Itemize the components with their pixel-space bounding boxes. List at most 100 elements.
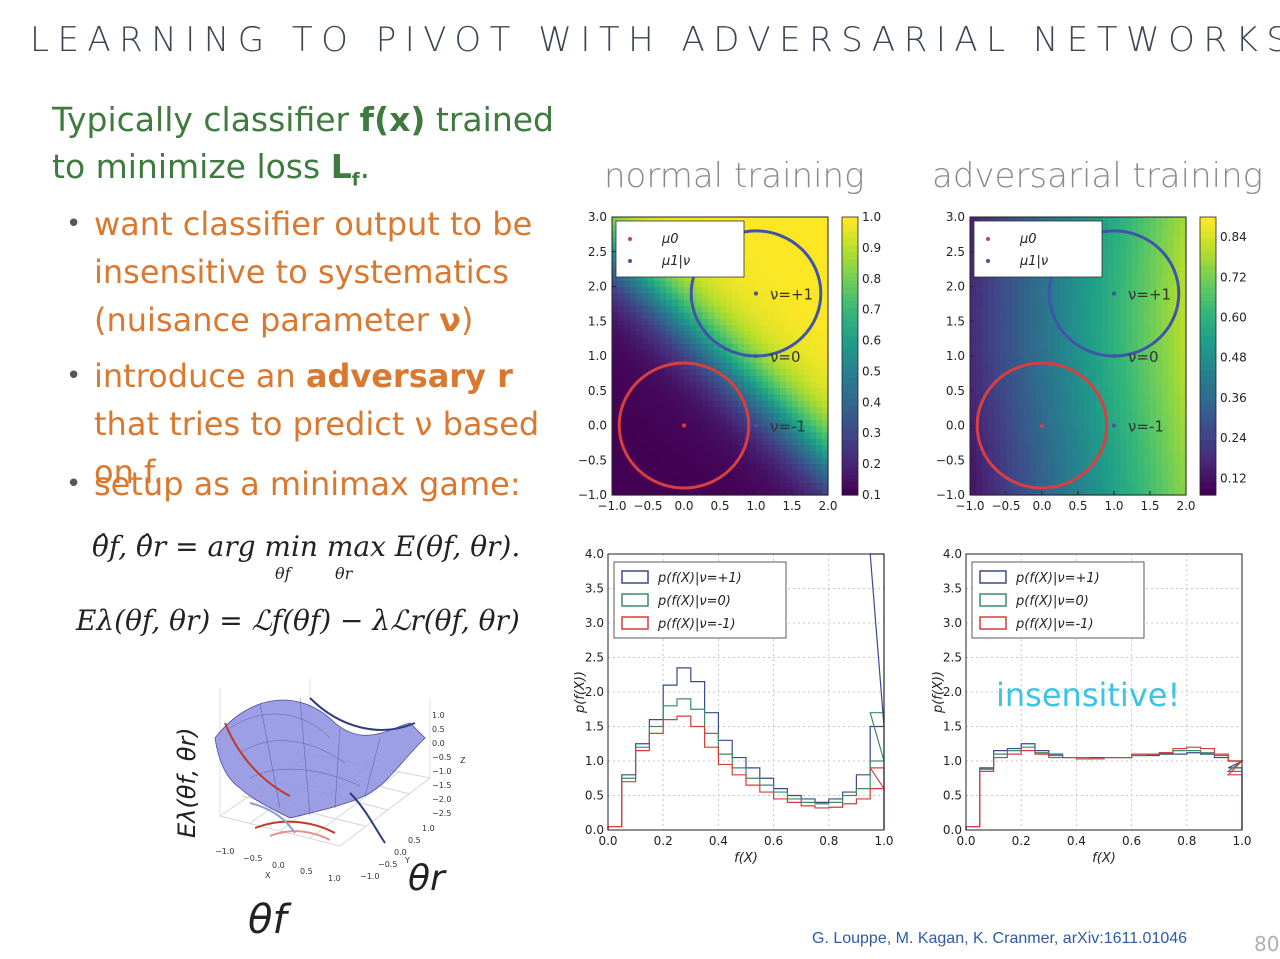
heatmap-cell — [708, 299, 715, 307]
heatmap-cell — [690, 457, 697, 465]
heatmap-cell — [708, 362, 715, 370]
heatmap-cell — [1168, 280, 1175, 288]
heatmap-cell — [1078, 368, 1085, 376]
heatmap-cell — [666, 450, 673, 458]
heatmap-cell — [624, 349, 631, 357]
heatmap-cell — [708, 476, 715, 483]
heatmap-cell — [976, 469, 983, 477]
heatmap-cell — [1030, 412, 1037, 420]
heatmap-cell — [708, 280, 715, 288]
histogram-frame — [965, 553, 1243, 831]
heatmap-cell — [618, 374, 625, 382]
heatmap-cell — [1018, 419, 1025, 427]
heatmap-cell — [690, 324, 697, 332]
heatmap-cell — [630, 311, 637, 319]
heatmap-cell — [1066, 457, 1073, 465]
heatmap-cell — [1036, 419, 1043, 427]
heatmap-cell — [738, 387, 745, 395]
colorbar-segment — [1200, 251, 1216, 260]
heatmap-cell — [816, 311, 823, 319]
heatmap-cell — [822, 292, 829, 300]
heatmap-cell — [666, 286, 673, 294]
heatmap-cell — [642, 381, 649, 389]
colorbar-segment — [1200, 244, 1216, 253]
heatmap-cell — [1054, 330, 1061, 338]
heatmap-cell — [988, 305, 995, 313]
heatmap-cell — [678, 286, 685, 294]
heatmap-cell — [1120, 400, 1127, 408]
heatmap-cell — [1102, 223, 1109, 231]
heatmap-cell — [1138, 406, 1145, 414]
heatmap-cell — [678, 476, 685, 483]
heatmap-cell — [1114, 425, 1121, 433]
heatmap-cell — [738, 374, 745, 382]
heatmap-cell — [1102, 476, 1109, 483]
colorbar-segment — [842, 314, 858, 322]
heatmap-cell — [1060, 343, 1067, 351]
heatmap-cell — [738, 368, 745, 376]
heatmap-cell — [1030, 488, 1037, 496]
heatmap-cell — [642, 431, 649, 439]
heatmap-cell — [750, 488, 757, 496]
heatmap-cell — [720, 444, 727, 452]
heatmap-cell — [1096, 400, 1103, 408]
heatmap-cell — [1138, 280, 1145, 288]
heatmap-cell — [1138, 261, 1145, 269]
heatmap-cell — [756, 463, 763, 471]
heatmap-cell — [1018, 412, 1025, 420]
heatmap-cell — [666, 337, 673, 344]
heatmap-cell — [750, 419, 757, 427]
heatmap-cell — [816, 425, 823, 433]
heatmap-cell — [1048, 431, 1055, 439]
heatmap-cell — [768, 280, 775, 288]
heatmap-cell — [1024, 318, 1031, 326]
legend-marker — [628, 259, 632, 263]
heatmap-cell — [982, 324, 989, 332]
heatmap-cell — [1102, 318, 1109, 326]
heatmap-cell — [630, 400, 637, 408]
heatmap-cell — [678, 387, 685, 395]
heatmap-cell — [708, 356, 715, 363]
heatmap-cell — [780, 330, 787, 338]
heatmap-cell — [1042, 406, 1049, 414]
heatmap-cell — [822, 324, 829, 332]
x-tick-label: 0.2 — [654, 834, 673, 848]
nuisance-point — [754, 423, 758, 428]
colorbar-tick: 0.6 — [862, 334, 881, 348]
heatmap-cell — [1054, 393, 1061, 401]
heatmap-cell — [1054, 349, 1061, 357]
heatmap-cell — [780, 393, 787, 401]
heatmap-cell — [1066, 311, 1073, 319]
heatmap-cell — [720, 299, 727, 307]
heatmap-cell — [750, 431, 757, 439]
heatmap-cell — [1150, 248, 1157, 256]
heatmap-cell — [792, 324, 799, 332]
heatmap-cell — [1174, 482, 1181, 490]
heatmap-cell — [1180, 444, 1187, 452]
heatmap-cell — [1006, 406, 1013, 414]
heatmap-cell — [1132, 305, 1139, 313]
heatmap-cell — [1174, 248, 1181, 256]
heatmap-cell — [654, 324, 661, 332]
heatmap-cell — [1090, 393, 1097, 401]
heatmap-cell — [1132, 362, 1139, 370]
heatmap-cell — [1078, 286, 1085, 294]
heatmap-cell — [672, 381, 679, 389]
heatmap-cell — [1012, 292, 1019, 300]
heatmap-cell — [1150, 469, 1157, 477]
colorbar-segment — [1200, 300, 1216, 308]
heatmap-cell — [702, 374, 709, 382]
heatmap-cell — [1000, 349, 1007, 357]
heatmap-cell — [684, 457, 691, 465]
heatmap-cell — [624, 374, 631, 382]
heatmap-cell — [642, 393, 649, 401]
heatmap-cell — [660, 431, 667, 439]
heatmap-cell — [732, 292, 739, 300]
heatmap-cell — [660, 356, 667, 363]
colorbar-tick: 0.36 — [1220, 391, 1247, 405]
heatmap-cell — [1042, 217, 1049, 224]
heatmap-cell — [636, 419, 643, 427]
heatmap-cell — [1012, 412, 1019, 420]
heatmap-cell — [666, 299, 673, 307]
